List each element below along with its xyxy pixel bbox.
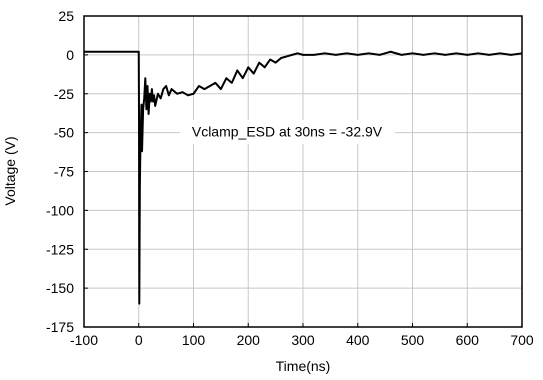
y-tick-label: -25 bbox=[54, 86, 74, 102]
x-tick-label: 400 bbox=[346, 332, 370, 348]
annotation-label: Vclamp_ESD at 30ns = -32.9V bbox=[192, 124, 383, 140]
y-tick-label: 0 bbox=[66, 47, 74, 63]
x-tick-label: -100 bbox=[70, 332, 98, 348]
grid bbox=[84, 16, 522, 327]
y-tick-label: -75 bbox=[54, 164, 74, 180]
y-tick-label: -50 bbox=[54, 125, 74, 141]
y-tick-label: -150 bbox=[46, 280, 74, 296]
x-tick-label: 100 bbox=[182, 332, 206, 348]
x-tick-label: 600 bbox=[456, 332, 480, 348]
y-tick-label: -100 bbox=[46, 202, 74, 218]
x-tick-label: 0 bbox=[135, 332, 143, 348]
y-axis-title: Voltage (V) bbox=[2, 136, 18, 205]
y-tick-label: 25 bbox=[58, 8, 74, 24]
y-tick-label: -175 bbox=[46, 319, 74, 335]
x-tick-label: 200 bbox=[237, 332, 261, 348]
y-tick-label: -125 bbox=[46, 241, 74, 257]
x-tick-label: 700 bbox=[510, 332, 534, 348]
x-tick-label: 500 bbox=[401, 332, 425, 348]
x-tick-label: 300 bbox=[291, 332, 315, 348]
y-axis: 25 0 -25 -50 -75 -100 -125 -150 -175 bbox=[46, 8, 88, 335]
x-axis-title: Time(ns) bbox=[276, 358, 331, 374]
